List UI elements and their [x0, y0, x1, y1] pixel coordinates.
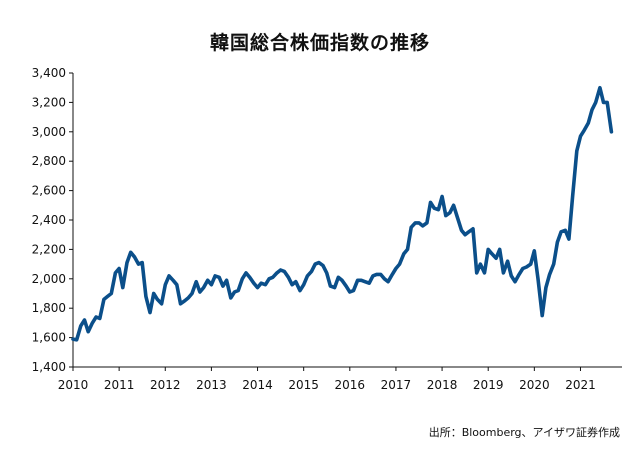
y-axis-ticks: 1,400 1,600 1,800 2,000 2,200 2,400 2,600 2,800…: [32, 66, 73, 374]
x-tick-label: 2018: [427, 378, 458, 392]
axes: [72, 73, 622, 368]
y-tick-label: 3,200: [32, 95, 66, 109]
x-tick-label: 2021: [565, 378, 596, 392]
x-tick-label: 2016: [335, 378, 366, 392]
x-tick-label: 2014: [242, 378, 273, 392]
series-layer: [71, 85, 614, 342]
x-axis-ticks: 2010 2011 2012 2013 2014 2015 2016 2017 2018 2019…: [58, 367, 596, 392]
y-tick-label: 2,400: [32, 213, 66, 227]
x-tick-label: 2013: [196, 378, 227, 392]
y-tick-label: 3,000: [32, 125, 66, 139]
series-line: [71, 85, 614, 342]
x-tick-label: 2017: [381, 378, 412, 392]
x-tick-label: 2020: [519, 378, 550, 392]
x-tick-label: 2019: [473, 378, 504, 392]
y-tick-label: 2,800: [32, 154, 66, 168]
x-tick-label: 2011: [104, 378, 135, 392]
x-tick-label: 2010: [58, 378, 89, 392]
chart-title: 韓国総合株価指数の推移: [209, 32, 430, 54]
y-tick-label: 3,400: [32, 66, 66, 80]
y-tick-label: 1,800: [32, 301, 66, 315]
y-tick-label: 2,000: [32, 272, 66, 286]
y-tick-label: 2,600: [32, 184, 66, 198]
x-tick-label: 2012: [150, 378, 181, 392]
y-tick-label: 1,400: [32, 360, 66, 374]
y-tick-label: 2,200: [32, 242, 66, 256]
x-tick-label: 2015: [288, 378, 319, 392]
source-note: 出所：Bloomberg、アイザワ証券作成: [428, 426, 620, 439]
y-tick-label: 1,600: [32, 331, 66, 345]
